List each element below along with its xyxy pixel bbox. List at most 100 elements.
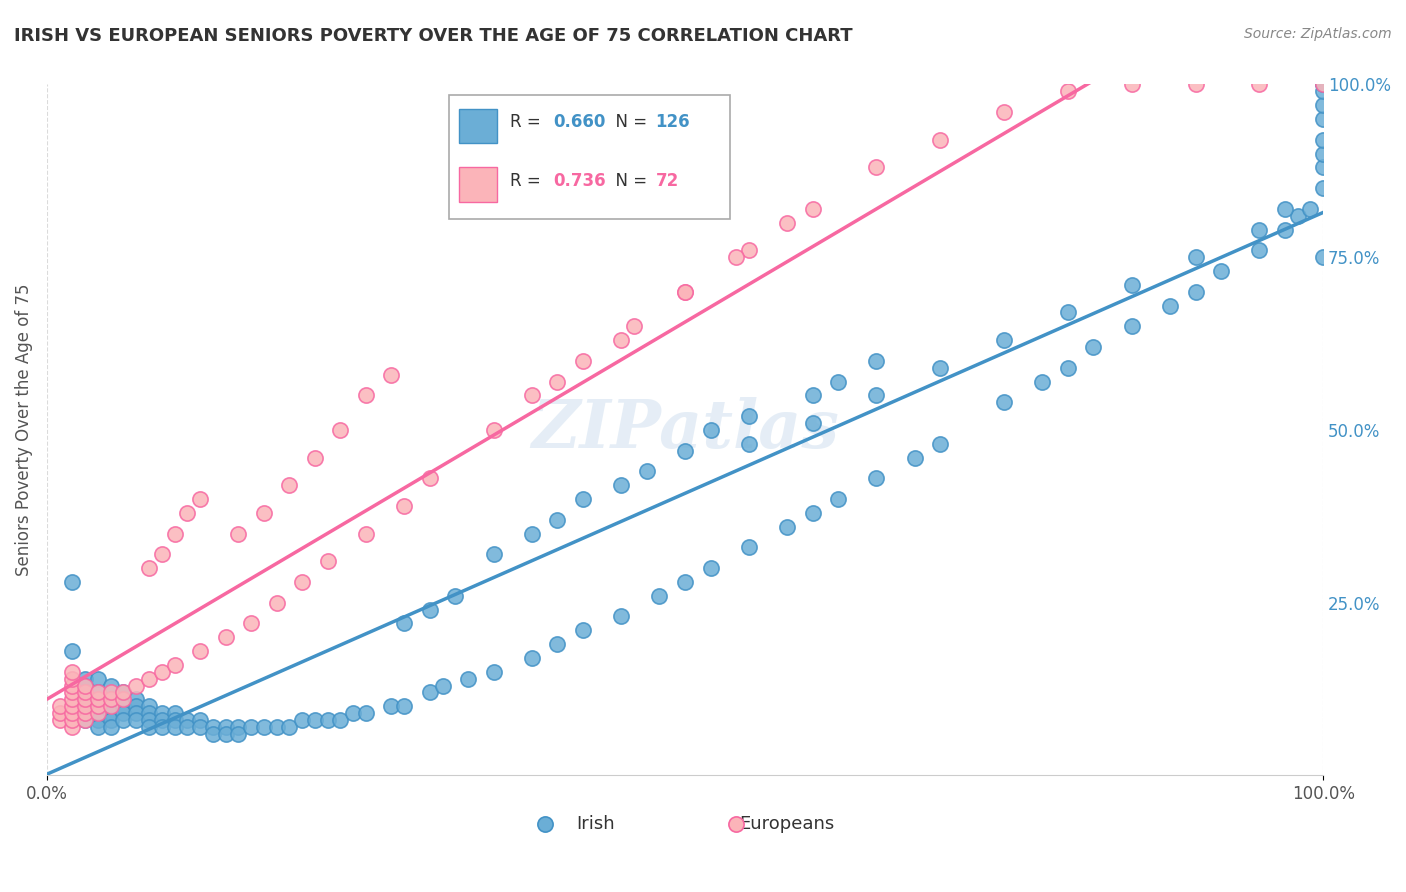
Europeans	[329, 423, 352, 437]
Irish	[482, 547, 505, 561]
FancyBboxPatch shape	[460, 168, 498, 202]
Irish	[1312, 181, 1334, 195]
Irish	[394, 616, 416, 631]
Europeans	[1184, 78, 1206, 92]
Europeans	[87, 699, 110, 714]
Irish	[394, 699, 416, 714]
Irish	[801, 388, 824, 402]
Irish	[150, 713, 173, 727]
Irish	[316, 713, 339, 727]
Irish	[1209, 264, 1232, 278]
Europeans	[993, 105, 1015, 120]
Europeans	[929, 133, 952, 147]
Irish	[240, 720, 263, 734]
Europeans	[75, 685, 97, 699]
Europeans	[1249, 78, 1271, 92]
Text: 126: 126	[655, 113, 690, 131]
Irish	[520, 526, 543, 541]
Irish	[291, 713, 314, 727]
Irish	[62, 574, 84, 589]
Irish	[87, 685, 110, 699]
Europeans	[214, 630, 236, 644]
Irish	[1286, 209, 1309, 223]
Europeans	[75, 713, 97, 727]
Irish	[827, 491, 849, 506]
Irish	[1057, 305, 1080, 319]
Europeans	[100, 692, 122, 706]
Irish	[636, 464, 658, 478]
Europeans	[394, 499, 416, 513]
Europeans	[610, 333, 633, 347]
Europeans	[100, 699, 122, 714]
Irish	[865, 471, 887, 485]
Irish	[1312, 112, 1334, 126]
Irish	[87, 672, 110, 686]
Europeans	[673, 285, 696, 299]
Europeans	[87, 706, 110, 720]
Irish	[278, 720, 301, 734]
Irish	[75, 679, 97, 693]
Europeans	[163, 526, 186, 541]
Irish	[419, 685, 441, 699]
Europeans	[138, 561, 160, 575]
Irish	[75, 699, 97, 714]
Irish	[929, 436, 952, 450]
Irish	[112, 706, 135, 720]
Irish	[201, 727, 224, 741]
Irish	[1312, 78, 1334, 92]
Irish	[228, 720, 250, 734]
Irish	[75, 706, 97, 720]
Irish	[457, 672, 479, 686]
Irish	[188, 720, 211, 734]
Irish	[125, 692, 148, 706]
Europeans	[62, 699, 84, 714]
Europeans	[572, 353, 595, 368]
Irish	[1312, 98, 1334, 112]
Irish	[1312, 84, 1334, 98]
Europeans	[48, 706, 70, 720]
Europeans	[100, 685, 122, 699]
Irish	[75, 692, 97, 706]
Irish	[100, 692, 122, 706]
Text: Europeans: Europeans	[740, 814, 835, 833]
Europeans	[62, 720, 84, 734]
Europeans	[304, 450, 326, 465]
Europeans	[62, 692, 84, 706]
Europeans	[801, 202, 824, 216]
Irish	[214, 727, 236, 741]
Europeans	[62, 672, 84, 686]
Irish	[610, 609, 633, 624]
Irish	[138, 720, 160, 734]
Europeans	[776, 216, 799, 230]
Europeans	[482, 423, 505, 437]
Irish	[138, 706, 160, 720]
FancyBboxPatch shape	[449, 95, 730, 219]
Irish	[125, 713, 148, 727]
Europeans	[240, 616, 263, 631]
Irish	[1057, 360, 1080, 375]
Irish	[776, 519, 799, 533]
Irish	[1312, 78, 1334, 92]
Europeans	[380, 368, 402, 382]
Europeans	[48, 713, 70, 727]
Europeans	[354, 526, 377, 541]
Irish	[138, 713, 160, 727]
Europeans	[112, 685, 135, 699]
Irish	[738, 436, 761, 450]
Y-axis label: Seniors Poverty Over the Age of 75: Seniors Poverty Over the Age of 75	[15, 284, 32, 576]
Irish	[150, 720, 173, 734]
Irish	[266, 720, 288, 734]
Irish	[520, 651, 543, 665]
Europeans	[87, 685, 110, 699]
Europeans	[62, 713, 84, 727]
Irish	[380, 699, 402, 714]
Europeans	[1121, 78, 1143, 92]
Irish	[1312, 146, 1334, 161]
Irish	[163, 720, 186, 734]
Irish	[112, 713, 135, 727]
Irish	[163, 706, 186, 720]
Irish	[100, 699, 122, 714]
Europeans	[278, 478, 301, 492]
Point	[533, 816, 555, 830]
Europeans	[75, 699, 97, 714]
